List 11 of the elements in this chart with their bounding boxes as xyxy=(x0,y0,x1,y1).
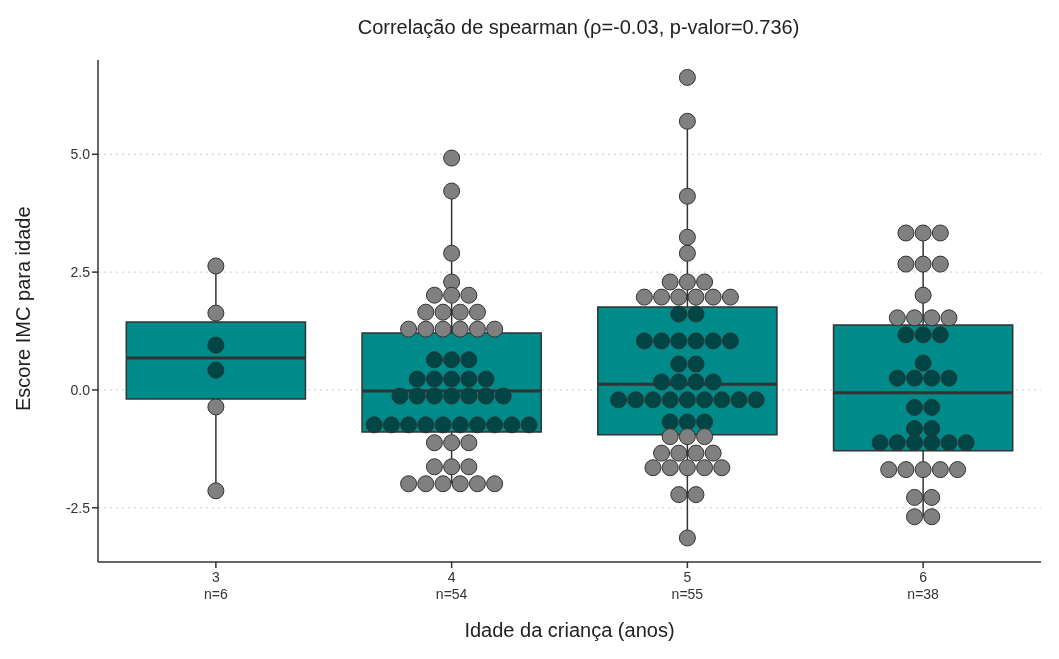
y-tick-label: 0.0 xyxy=(70,381,91,398)
x-tick-label: 3 n=6 xyxy=(204,569,228,602)
x-tick-label: 4 n=54 xyxy=(435,569,468,602)
x-tick-label: 5 n=55 xyxy=(671,569,704,602)
y-tick-label: -2.5 xyxy=(65,499,91,516)
x-axis-title: Idade da criança (anos) xyxy=(464,619,675,641)
y-tick-label: 2.5 xyxy=(70,264,91,281)
chart-title: Correlação de spearman (ρ=-0.03, p-valor=0.736) xyxy=(356,16,801,39)
x-tick-label: 6 n=38 xyxy=(907,569,940,602)
y-tick-label: 5.0 xyxy=(70,146,91,163)
y-axis-title: Escore IMC para idade xyxy=(12,206,35,411)
